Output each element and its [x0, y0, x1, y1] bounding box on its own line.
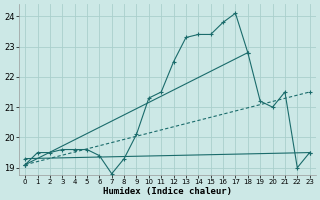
X-axis label: Humidex (Indice chaleur): Humidex (Indice chaleur)	[103, 187, 232, 196]
